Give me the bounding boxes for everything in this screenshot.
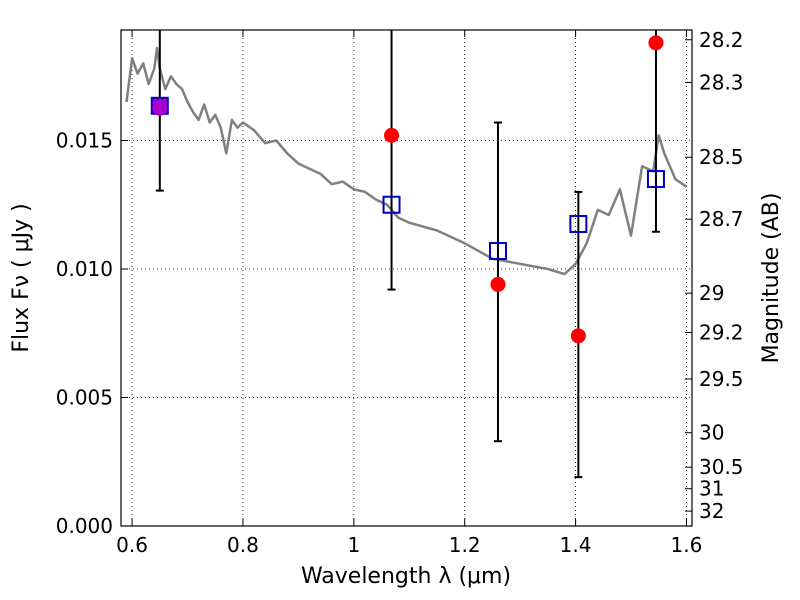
y-tick-label: 0.010 bbox=[56, 257, 113, 281]
x-tick-label: 1 bbox=[347, 533, 360, 557]
observed-point bbox=[490, 276, 506, 292]
observed-point bbox=[384, 127, 400, 143]
y2-tick-label: 30.5 bbox=[699, 455, 744, 479]
grid bbox=[121, 30, 692, 526]
observed-point bbox=[152, 100, 168, 116]
x-tick-label: 0.8 bbox=[227, 533, 259, 557]
y2-tick-label: 32 bbox=[699, 499, 724, 523]
observed-point bbox=[648, 35, 664, 51]
y2-tick-label: 28.3 bbox=[699, 70, 744, 94]
model-spectrum-line bbox=[125, 46, 688, 276]
synthetic-point bbox=[569, 215, 588, 234]
x-tick-label: 1.6 bbox=[671, 533, 703, 557]
y2-tick-label: 28.7 bbox=[699, 207, 744, 231]
y2-tick-label: 28.5 bbox=[699, 145, 744, 169]
observed-photometry bbox=[152, 35, 664, 344]
x-tick-label: 1.4 bbox=[560, 533, 592, 557]
y-tick-label: 0.005 bbox=[56, 386, 113, 410]
y2-axis-label: Magnitude (AB) bbox=[759, 193, 784, 364]
plot-frame bbox=[120, 29, 693, 527]
y2-tick-label: 31 bbox=[699, 477, 724, 501]
synthetic-point bbox=[646, 170, 665, 189]
synthetic-point bbox=[382, 195, 401, 214]
y2-tick-label: 30 bbox=[699, 421, 724, 445]
y-tick-label: 0.000 bbox=[56, 514, 113, 538]
y2-tick-label: 29.2 bbox=[699, 320, 744, 344]
axis-ticks: 0.6 0.8 1 1.2 1.4 1.6 0.000 0.005 0.010 0.015 28.2… bbox=[56, 28, 744, 557]
observed-point bbox=[570, 328, 586, 344]
y2-tick-label: 28.2 bbox=[699, 28, 744, 52]
x-axis-label: Wavelength λ (μm) bbox=[301, 564, 511, 589]
y-axis-label: Flux Fν ( μJy ) bbox=[9, 203, 34, 352]
synthetic-point bbox=[488, 242, 507, 261]
y2-tick-label: 29 bbox=[699, 281, 724, 305]
error-bars bbox=[155, 30, 660, 479]
x-tick-label: 1.2 bbox=[449, 533, 481, 557]
y2-tick-label: 29.5 bbox=[699, 367, 744, 391]
model-spectrum bbox=[125, 46, 688, 276]
y-tick-label: 0.015 bbox=[56, 129, 113, 153]
x-tick-label: 0.6 bbox=[116, 533, 148, 557]
